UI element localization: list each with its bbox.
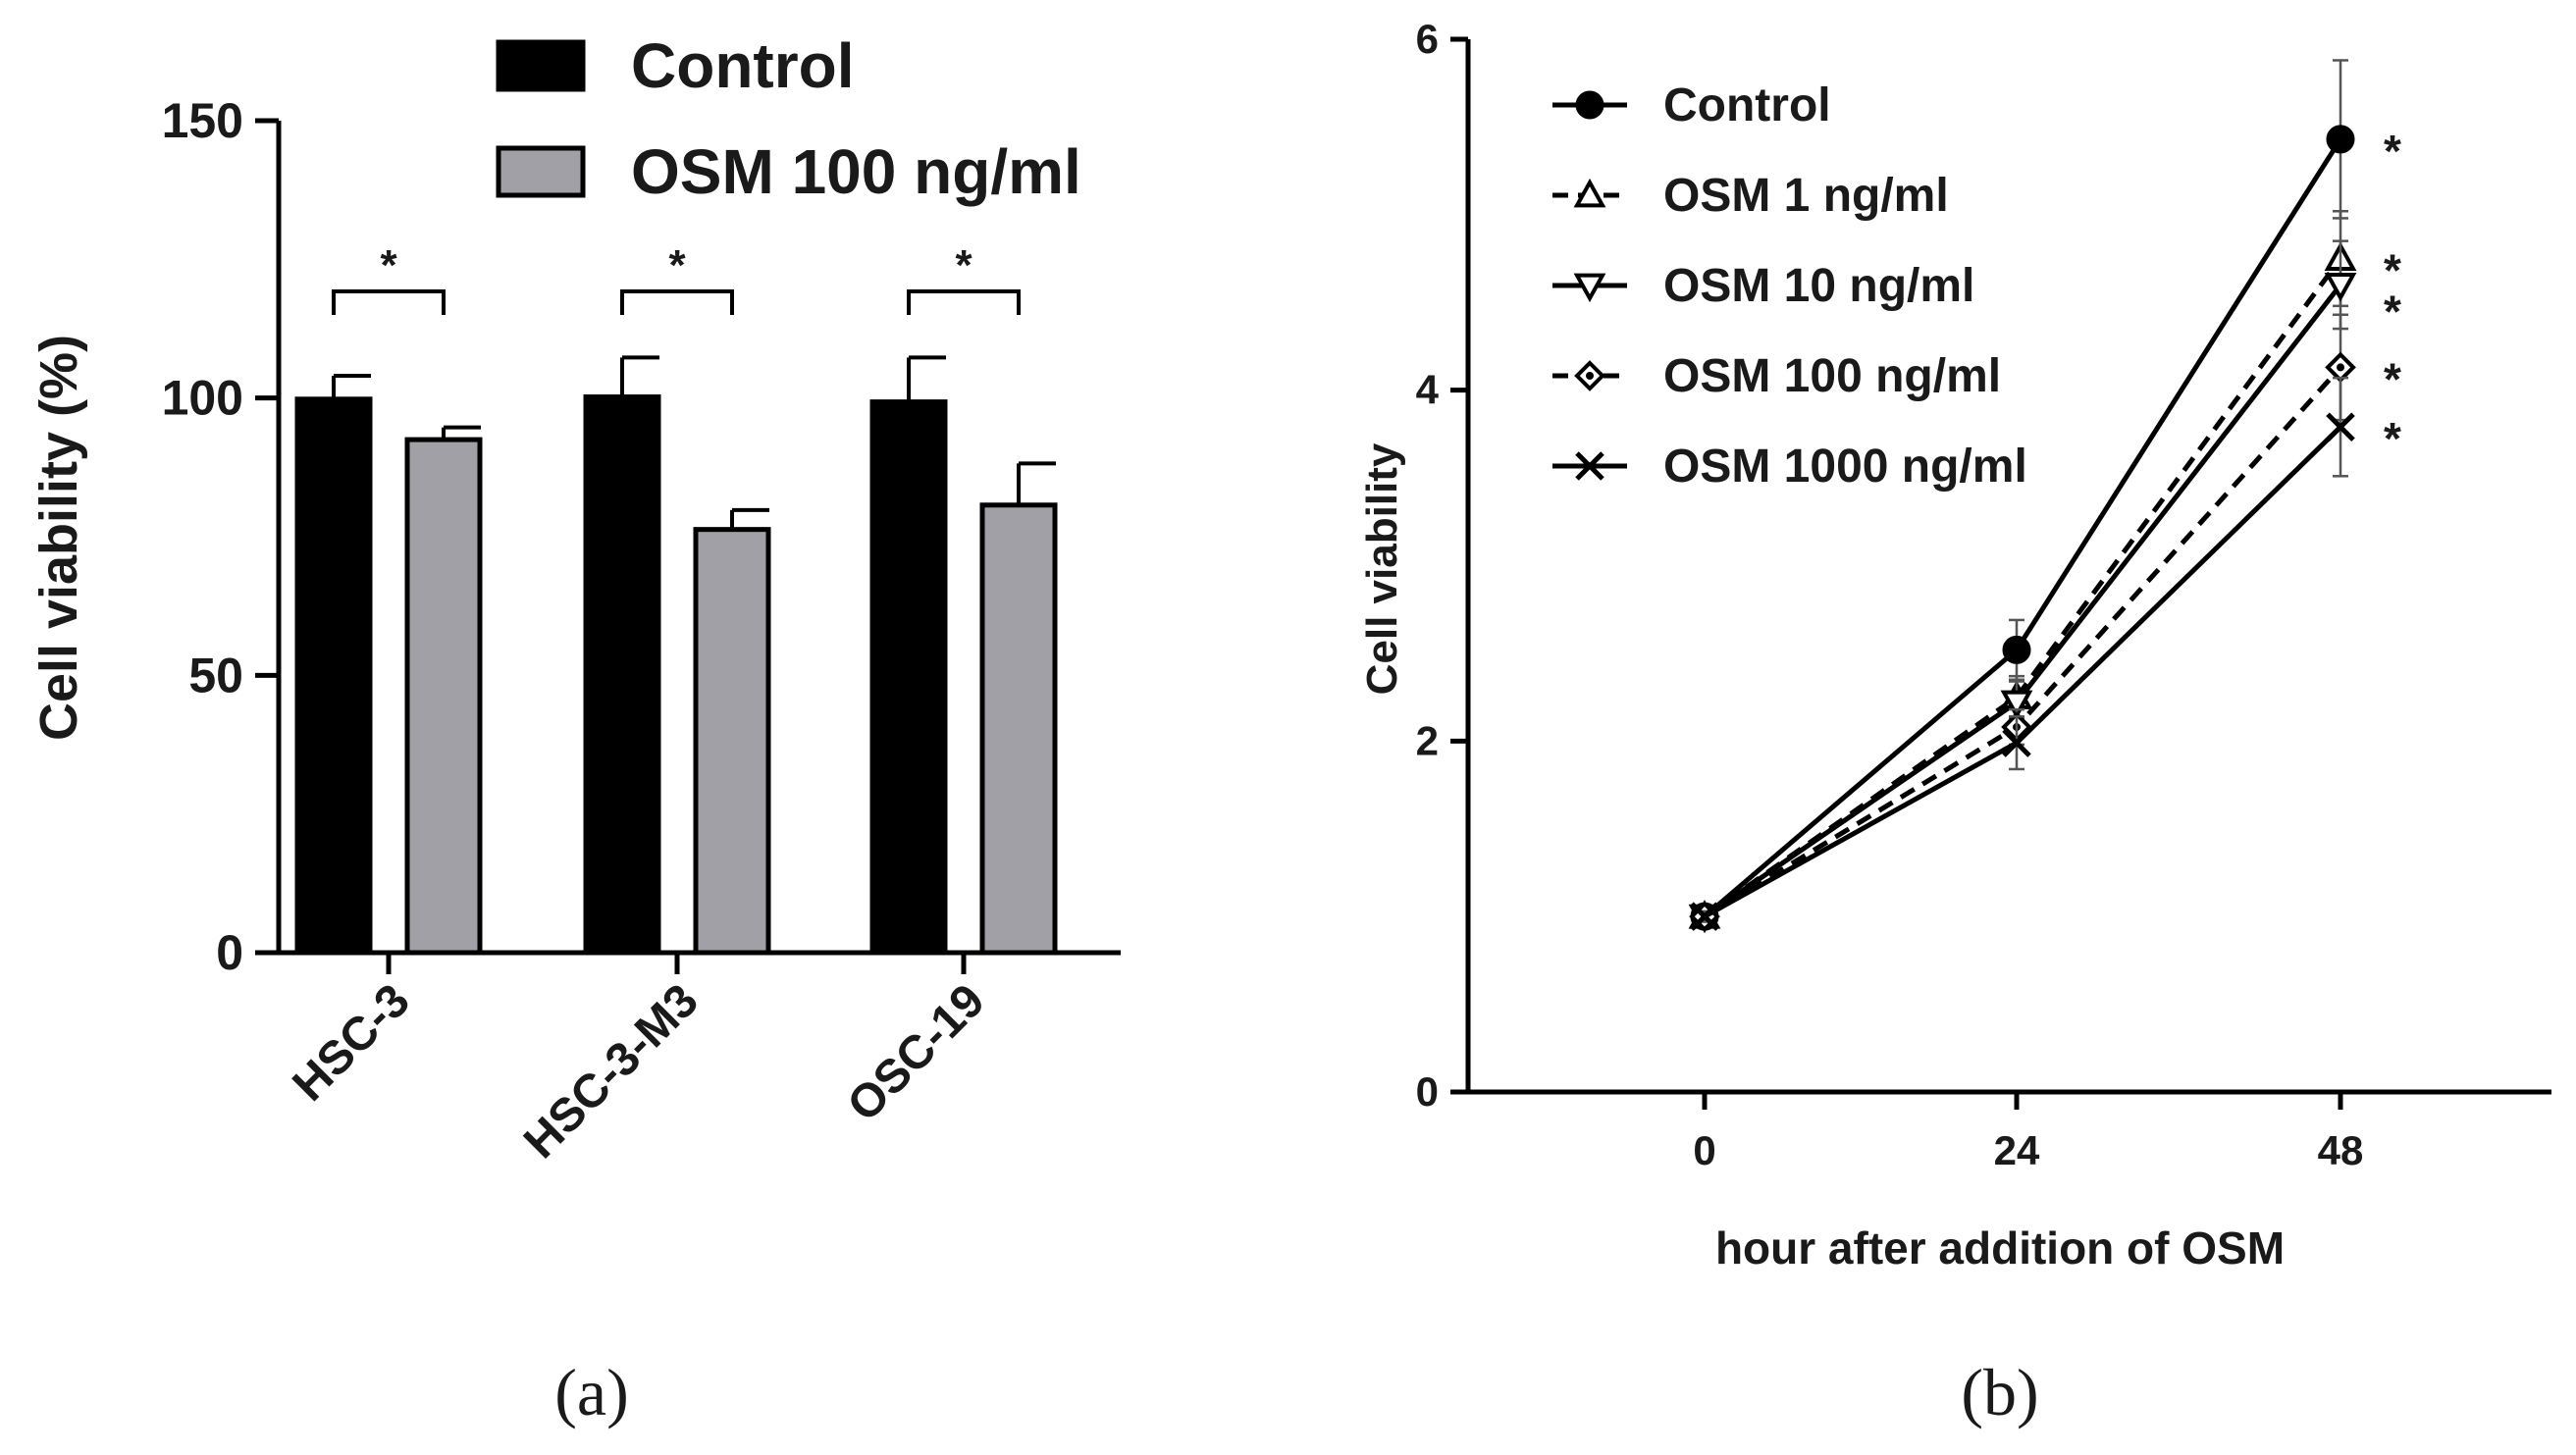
panel-a-bars: * * * xyxy=(294,241,1058,956)
panel-b-label: (b) xyxy=(1961,1355,2038,1429)
panel-a-significance-bracket xyxy=(620,289,734,315)
panel-b-x-tick-label: 48 xyxy=(2318,1127,2364,1173)
panel-a-y-tick-label: 150 xyxy=(162,93,243,148)
panel-b-y-axis-label: Cell viability xyxy=(1358,442,1406,695)
panel-a-legend-label: OSM 100 ng/ml xyxy=(631,136,1081,207)
panel-b-legend-marker xyxy=(1575,90,1604,120)
panel-b-data-point xyxy=(2326,412,2355,442)
panel-b-data-point-stroke xyxy=(2326,412,2355,442)
panel-a-y-tick-label: 0 xyxy=(216,925,243,980)
panel-b-legend-label: OSM 100 ng/ml xyxy=(1663,350,2001,402)
panel-b-series-line xyxy=(1703,425,2342,919)
panel-b-legend-label: Control xyxy=(1663,79,1831,131)
panel-a-significance-star: * xyxy=(955,241,973,289)
panel-b-x-tick-label: 0 xyxy=(1693,1127,1715,1173)
panel-a-bar xyxy=(979,502,1058,956)
panel-b-data-point xyxy=(2324,272,2357,302)
panel-b-significance-star: * xyxy=(2384,413,2401,464)
panel-b-data-point-stroke xyxy=(1690,902,1719,931)
panel-a-bar xyxy=(294,396,373,956)
panel-b-data-point-stroke xyxy=(2002,728,2031,757)
panel-a-bar xyxy=(404,437,483,956)
panel-b-legend-marker xyxy=(1573,178,1606,208)
panel-a-bar xyxy=(583,394,661,956)
panel-b-legend: Control OSM 1 ng/ml OSM 10 ng/ml OSM 100 ng… xyxy=(1552,79,2027,493)
panel-b-x-tick-label: 24 xyxy=(1994,1127,2040,1173)
panel-a-significance-bracket xyxy=(907,289,1021,315)
panel-a-label: (a) xyxy=(554,1355,628,1429)
panel-b-legend-marker xyxy=(1573,273,1606,303)
panel-b-series: ***** xyxy=(1688,59,2401,934)
panel-b-data-point-dot xyxy=(2337,363,2344,372)
panel-b-y-tick-label: 4 xyxy=(1416,367,1440,413)
panel-a-y-tick-label: 100 xyxy=(162,371,243,426)
panel-b-legend-marker-dot xyxy=(1586,372,1594,380)
panel-a-significance-star: * xyxy=(380,241,397,289)
panel-a-legend-swatch xyxy=(496,145,586,198)
panel-b-x-axis-label: hour after addition of OSM xyxy=(1715,1222,2285,1273)
panel-b-data-point xyxy=(2326,125,2355,154)
panel-b-y-tick-label: 2 xyxy=(1416,717,1439,763)
panel-b-data-point xyxy=(2000,690,2033,720)
panel-b-legend-marker xyxy=(1575,451,1604,481)
panel-a-legend-swatch xyxy=(496,39,586,92)
panel-a-significance-bracket xyxy=(332,289,446,315)
panel-b-data-point xyxy=(1690,902,1719,931)
panel-b-data-point xyxy=(2002,728,2031,757)
panel-b-significance-star: * xyxy=(2384,286,2401,338)
panel-b-y-tick-label: 0 xyxy=(1416,1068,1439,1115)
panel-a-x-tick-label: HSC-3 xyxy=(283,974,419,1111)
panel-a-bar xyxy=(869,399,948,956)
panel-b-legend-label: OSM 1 ng/ml xyxy=(1663,170,1949,222)
panel-a-legend: Control OSM 100 ng/ml xyxy=(496,30,1081,207)
panel-b-series-line xyxy=(1703,257,2343,919)
panel-b-legend-label: OSM 1000 ng/ml xyxy=(1663,441,2027,493)
panel-b-significance-star: * xyxy=(2384,245,2401,296)
panel-a-legend-label: Control xyxy=(631,30,855,101)
panel-b-series-line xyxy=(1703,137,2343,919)
panel-a-bar xyxy=(693,527,771,956)
panel-b-significance-star: * xyxy=(2384,353,2401,404)
panel-a-bar-chart: 0 50 100 150 HSC-3 HSC-3-M3 OSC-19 * * * Control… xyxy=(29,30,1121,1429)
panel-b-significance-star: * xyxy=(2384,126,2401,177)
panel-b-data-point xyxy=(2325,351,2356,384)
panel-a-significance-star: * xyxy=(668,241,686,289)
panel-a-y-tick-label: 50 xyxy=(188,648,243,702)
panel-a-x-tick-label: HSC-3-M3 xyxy=(514,974,709,1169)
panel-b-legend-marker-stroke xyxy=(1575,451,1604,481)
panel-a-x-tick-label: OSC-19 xyxy=(838,974,995,1131)
panel-b-legend-marker xyxy=(1574,360,1605,391)
panel-b-y-tick-label: 6 xyxy=(1416,16,1439,62)
panel-a-y-axis-label: Cell viability (%) xyxy=(29,335,88,741)
panel-b-legend-label: OSM 10 ng/ml xyxy=(1663,260,1974,312)
panel-b-data-point xyxy=(2002,635,2031,664)
